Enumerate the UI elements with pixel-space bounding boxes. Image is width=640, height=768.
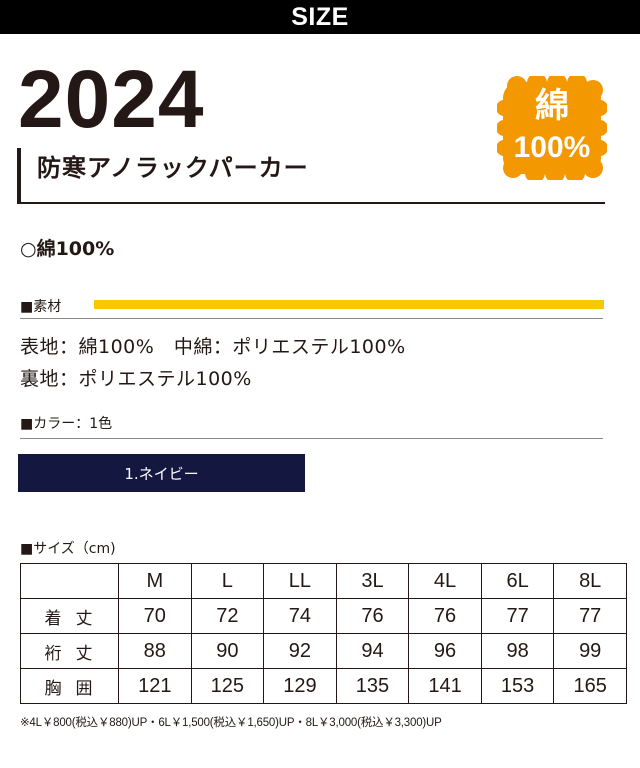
size-cell: 74 (263, 598, 337, 634)
size-cell: 165 (553, 668, 627, 704)
color-section-label: ■カラー：1色 (20, 416, 113, 432)
size-cell: 94 (335, 633, 410, 669)
size-cell: 99 (553, 633, 627, 669)
title-divider (17, 202, 605, 204)
size-section-label: ■サイズ（cm) (20, 541, 116, 557)
table-row: 胸囲 121 125 129 135 141 153 165 (20, 668, 627, 704)
size-cell: 77 (553, 598, 627, 634)
size-cell: 135 (335, 668, 410, 704)
title-accent-bar (17, 148, 21, 204)
material-divider (20, 318, 603, 319)
size-header-cell: 6L (480, 563, 555, 599)
size-table-corner (20, 563, 119, 599)
size-cell: 72 (190, 598, 265, 634)
color-swatch-label: 1.ネイビー (124, 464, 199, 483)
size-cell: 77 (480, 598, 555, 634)
row-label-length: 着丈 (20, 598, 119, 634)
size-cell: 90 (190, 633, 265, 669)
material-line-lining: 裏地：ポリエステル100% (20, 368, 252, 390)
size-cell: 153 (480, 668, 555, 704)
size-cell: 121 (118, 668, 192, 704)
size-cell: 88 (118, 633, 192, 669)
size-header-cell: 8L (553, 563, 627, 599)
badge-percent: 100% (513, 131, 591, 164)
cotton-100-badge: 綿 100% (497, 76, 607, 180)
size-cell: 76 (335, 598, 410, 634)
fabric-summary: ○綿100% (20, 238, 115, 260)
table-row: 着丈 70 72 74 76 76 77 77 (20, 598, 627, 634)
size-cell: 141 (408, 668, 482, 704)
size-header-cell: L (190, 563, 265, 599)
model-number: 2024 (18, 54, 205, 145)
section-header-label: SIZE (291, 2, 349, 31)
badge-kanji: 綿 (535, 86, 569, 126)
size-header-cell: 3L (335, 563, 410, 599)
size-cell: 129 (263, 668, 337, 704)
price-note: ※4L￥800(税込￥880)UP・6L￥1,500(税込￥1,650)UP・8… (20, 717, 442, 729)
size-cell: 92 (263, 633, 337, 669)
color-swatch-navy: 1.ネイビー (18, 454, 305, 492)
material-accent-rule (94, 300, 604, 309)
size-cell: 125 (190, 668, 265, 704)
row-label-chest: 胸囲 (20, 668, 119, 704)
size-cell: 96 (408, 633, 482, 669)
material-line-outer: 表地：綿100% 中綿：ポリエステル100% (20, 336, 406, 358)
size-header-cell: LL (263, 563, 337, 599)
badge-scalloped-shape (497, 76, 607, 180)
size-table: M L LL 3L 4L 6L 8L 着丈 70 72 74 76 76 77 … (20, 563, 627, 704)
table-row: 裄丈 88 90 92 94 96 98 99 (20, 633, 627, 669)
color-divider (20, 438, 603, 439)
row-label-sleeve: 裄丈 (20, 633, 119, 669)
product-name: 防寒アノラックパーカー (37, 154, 309, 182)
size-cell: 70 (118, 598, 192, 634)
size-cell: 76 (408, 598, 482, 634)
size-header-row: M L LL 3L 4L 6L 8L (20, 563, 627, 599)
size-header-cell: 4L (408, 563, 482, 599)
material-section-label: ■素材 (20, 299, 62, 315)
size-header-cell: M (118, 563, 192, 599)
section-header-bar: SIZE (0, 0, 640, 34)
size-cell: 98 (480, 633, 555, 669)
